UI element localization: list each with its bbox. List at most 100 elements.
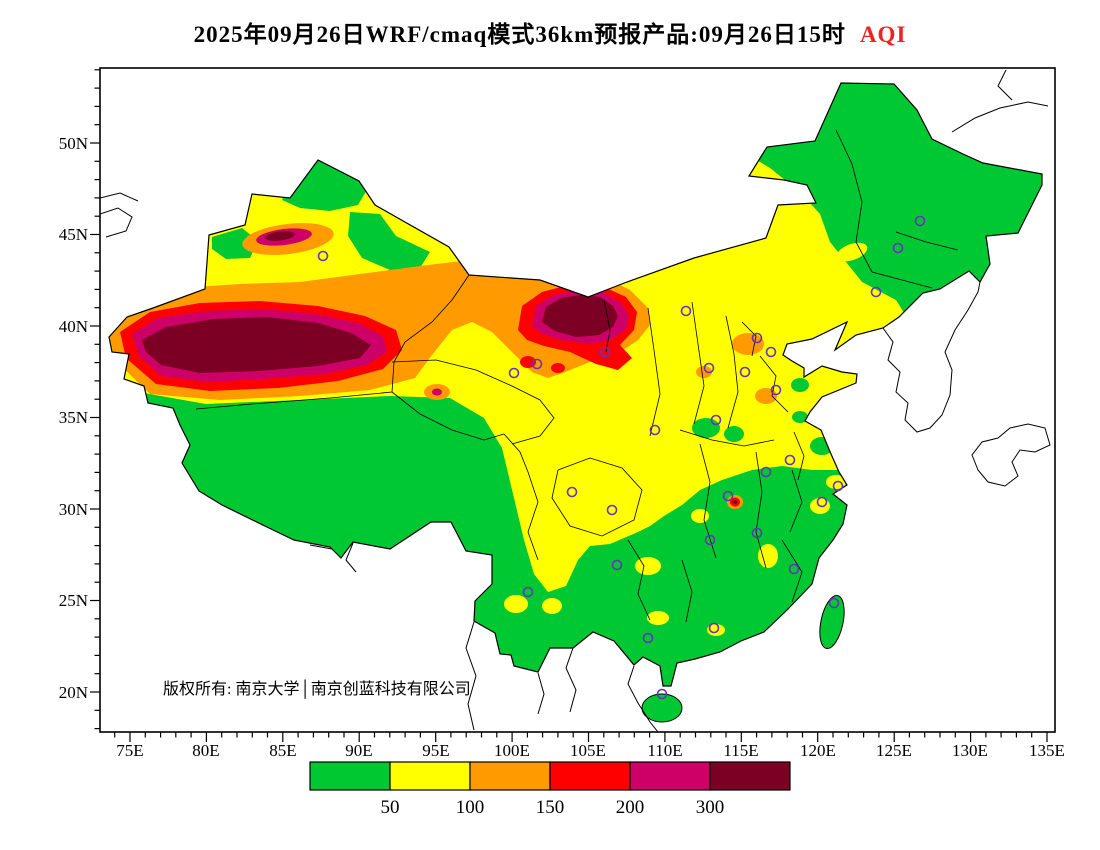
y-tick-label: 45N [59, 225, 88, 244]
y-tick-label: 25N [59, 591, 88, 610]
bangladesh-border [345, 542, 357, 573]
laos-border [565, 647, 577, 713]
aqi-maroon-region [542, 295, 618, 337]
aqi-yellow-patch [836, 242, 868, 262]
aqi-green-patch [724, 426, 744, 442]
plot-frame [99, 67, 1056, 733]
province-boundaries [195, 129, 959, 623]
aqi-orange-patch [696, 366, 712, 378]
hainan-island [641, 693, 683, 723]
city-marker [531, 358, 543, 370]
colorbar-label: 100 [456, 797, 485, 818]
city-marker [708, 622, 720, 634]
x-tick-label: 75E [116, 741, 143, 760]
x-axis-ticks [114, 732, 1048, 742]
watermark: 版权所有: 南京大学│南京创蓝科技有限公司 [163, 679, 471, 699]
city-marker [710, 414, 722, 426]
aqi-green-patch [791, 378, 809, 392]
colorbar-swatch-magenta [629, 761, 711, 791]
colorbar: 50 100 150 200 300 [309, 761, 791, 818]
city-marker [788, 563, 800, 575]
aqi-red-patch [551, 363, 565, 373]
title-main: 2025年09月26日WRF/cmaq模式36km预报产品:09月26日15时 [194, 21, 846, 47]
x-tick-label: 85E [269, 741, 296, 760]
central-asia-border [100, 192, 139, 202]
x-tick-label: 125E [876, 741, 912, 760]
x-tick-label: 130E [952, 741, 988, 760]
city-marker [722, 490, 734, 502]
x-tick-label: 80E [192, 741, 219, 760]
y-tick-label: 50N [59, 134, 88, 153]
vietnam-coast [627, 665, 659, 732]
vietnam-border [537, 672, 545, 715]
myanmar-border [465, 621, 477, 731]
colorbar-swatch-maroon [709, 761, 791, 791]
city-marker [832, 480, 844, 492]
city-marker [642, 632, 654, 644]
city-marker [760, 466, 772, 478]
y-axis-ticks [90, 69, 100, 730]
city-marker [751, 332, 763, 344]
city-marker [317, 250, 329, 262]
city-marker [892, 242, 904, 254]
aqi-green-patch [792, 411, 808, 423]
aqi-green-patch [212, 228, 258, 259]
x-tick-label: 115E [723, 741, 758, 760]
x-tick-label: 90E [345, 741, 372, 760]
city-marker [739, 366, 751, 378]
taiwan-island [819, 594, 845, 650]
page-title: 2025年09月26日WRF/cmaq模式36km预报产品:09月26日15时 A… [194, 21, 907, 47]
korea-outline [882, 281, 981, 433]
city-marker [680, 305, 692, 317]
x-tick-label: 105E [570, 741, 606, 760]
x-tick-label: 120E [800, 741, 836, 760]
x-tick-label: 95E [422, 741, 449, 760]
title-aqi-label: AQI [860, 22, 906, 47]
city-marker [703, 362, 715, 374]
city-marker [784, 454, 796, 466]
aqi-yellow-patch [758, 544, 778, 568]
city-marker [649, 424, 661, 436]
colorbar-swatch-orange [469, 761, 551, 791]
neighbor-boundaries [100, 69, 1051, 732]
city-marker [704, 534, 716, 546]
city-marker [816, 496, 828, 508]
colorbar-label: 150 [536, 797, 565, 818]
city-marker [606, 504, 618, 516]
aqi-maroon-patch [732, 500, 738, 504]
city-marker [870, 286, 882, 298]
city-marker [765, 346, 777, 358]
city-marker [566, 486, 578, 498]
aqi-orange-patch [732, 333, 764, 355]
colorbar-label: 200 [616, 797, 645, 818]
colorbar-label: 300 [696, 797, 725, 818]
colorbar-swatch-green [309, 761, 391, 791]
city-marker [611, 559, 623, 571]
x-tick-label: 110E [647, 741, 682, 760]
aqi-yellow-region [109, 150, 906, 592]
aqi-yellow-patch [707, 624, 725, 636]
city-marker [828, 597, 840, 609]
x-tick-label: 135E [1029, 741, 1065, 760]
y-axis-labels: 50N 45N 40N 35N 30N 25N 20N [59, 134, 88, 702]
colorbar-label: 50 [381, 797, 400, 818]
aqi-yellow-layer [109, 150, 906, 636]
aqi-yellow-patch [504, 595, 528, 613]
city-markers [317, 215, 926, 700]
aqi-maroon-patch [265, 231, 295, 241]
city-marker [914, 215, 926, 227]
aqi-yellow-patch [647, 611, 669, 625]
aqi-yellow-patch [691, 509, 709, 523]
map-plot-area: 版权所有: 南京大学│南京创蓝科技有限公司 [100, 69, 1051, 732]
russia-coast-line [951, 101, 1049, 133]
aqi-orange-patch [755, 388, 777, 404]
colorbar-swatch-red [549, 761, 631, 791]
aqi-green-patch [282, 158, 368, 211]
y-tick-label: 40N [59, 317, 88, 336]
y-tick-label: 20N [59, 683, 88, 702]
aqi-maroon-layer [142, 231, 738, 504]
russia-coast-line [997, 69, 1013, 101]
y-tick-label: 35N [59, 408, 88, 427]
city-marker [522, 586, 534, 598]
